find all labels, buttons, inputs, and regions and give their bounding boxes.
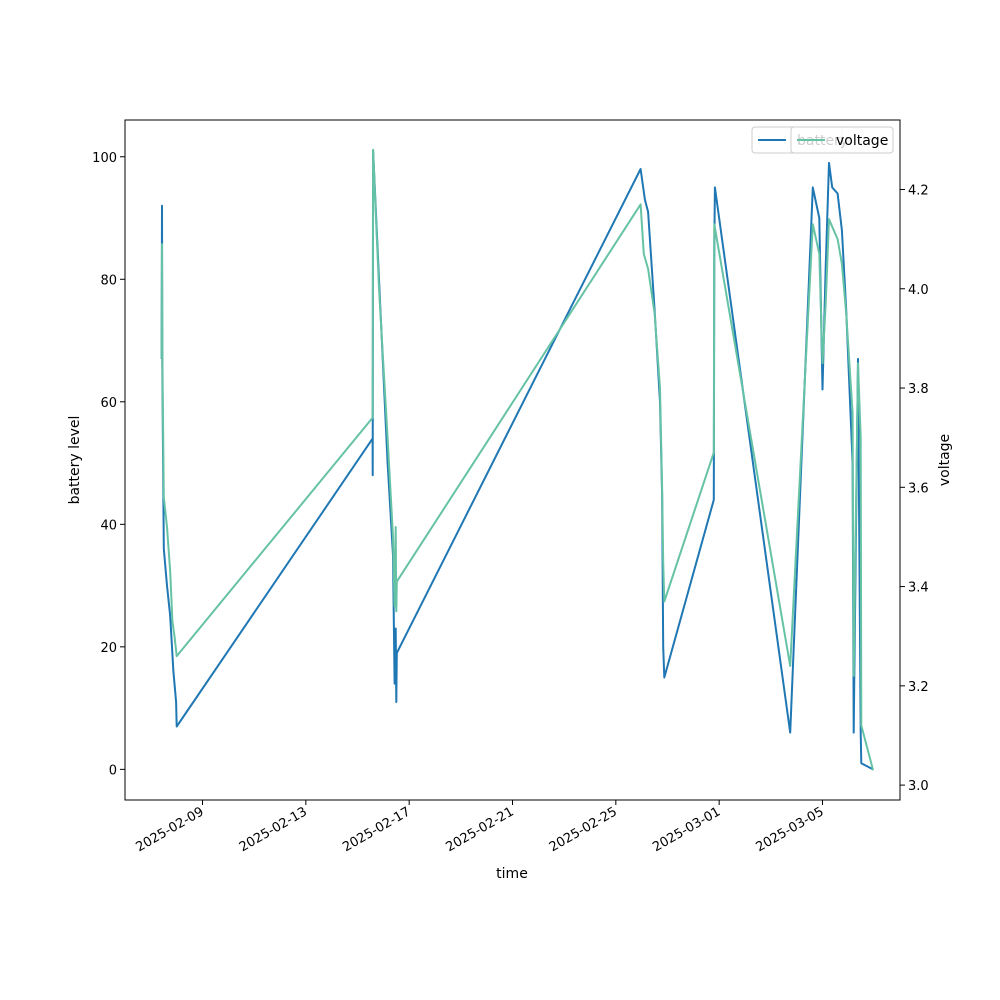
plot-frame [124,119,901,801]
x-tick-label: 2025-02-21 [444,804,517,855]
y-left-tick-label: 100 [92,151,117,166]
y-left-tick-label: 40 [100,518,117,533]
y-left-tick-label: 20 [100,641,117,656]
y-right-tick-label: 4.0 [908,283,929,298]
axes-layer: 0 20 40 60 80 100 3.0 3.2 3.4 3.6 3.8 4.0 4.2 2025-02… [92,119,929,855]
y-left-tick-label: 80 [100,273,117,288]
y-right-tick-label: 3.0 [908,779,929,794]
x-tick-label: 2025-02-13 [237,804,310,855]
x-tick-label: 2025-02-09 [134,804,207,855]
x-tick-label: 2025-03-01 [650,804,723,855]
y-right-tick-label: 3.4 [908,581,929,596]
y-axis-right-label: voltage [937,434,953,486]
y-right-tick-label: 3.8 [908,382,929,397]
y-left-tick-label: 0 [109,763,117,778]
legend-voltage-label: voltage [836,133,888,149]
x-tick-label: 2025-03-05 [754,804,827,855]
legend-voltage-frame [790,126,894,154]
y-axis-left-label: battery level [67,416,83,505]
x-tick-label: 2025-02-17 [340,804,413,855]
series-line-voltage [160,148,875,771]
x-axis-label: time [496,866,528,882]
y-right-tick-label: 3.2 [908,680,929,695]
y-right-tick-label: 4.2 [908,183,929,198]
y-right-tick-label: 3.6 [908,481,929,496]
series-line-battery [160,149,874,771]
legend-voltage: voltage [790,126,894,154]
series-layer [160,148,875,771]
x-tick-label: 2025-02-25 [547,804,620,855]
y-left-tick-label: 60 [100,396,117,411]
